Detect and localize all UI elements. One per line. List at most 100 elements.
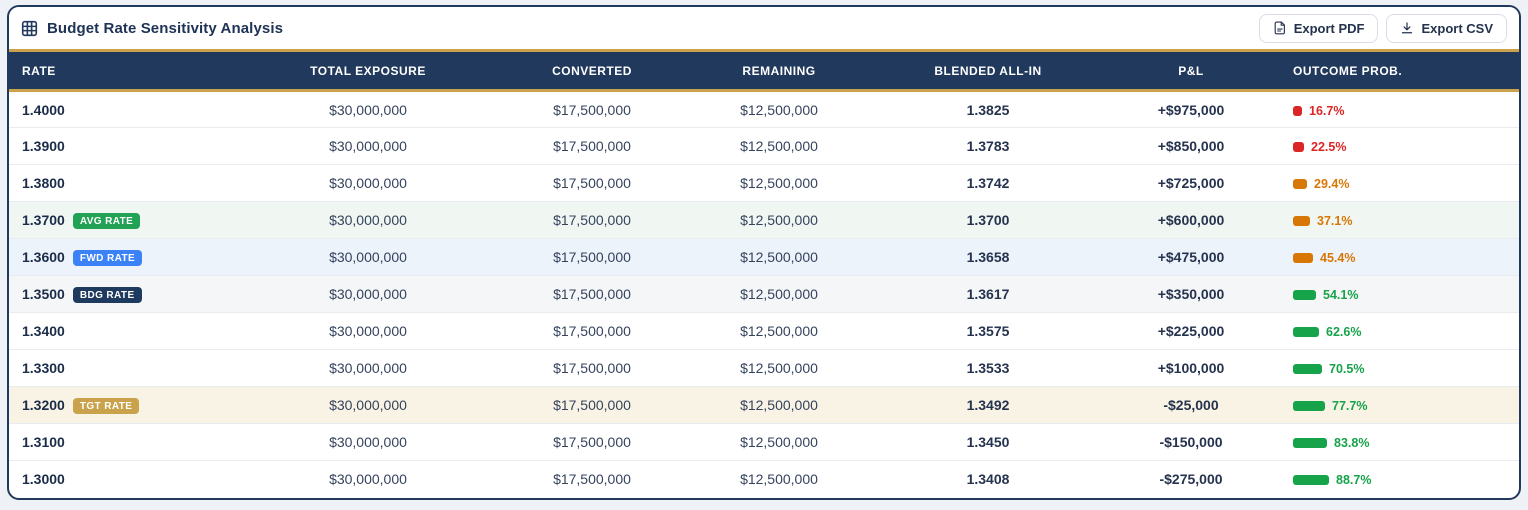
total-exposure-cell: $30,000,000 bbox=[249, 238, 487, 276]
table-head: RATE TOTAL EXPOSURE CONVERTED REMAINING BLEN… bbox=[9, 49, 1519, 92]
outcome-prob-value: 29.4% bbox=[1314, 177, 1350, 191]
export-actions: Export PDF Export CSV bbox=[1258, 13, 1507, 43]
tgt-rate-badge: TGT RATE bbox=[72, 397, 140, 414]
total-exposure-cell: $30,000,000 bbox=[249, 461, 487, 498]
pnl-value: +$850,000 bbox=[1157, 138, 1225, 154]
remaining-value: $12,500,000 bbox=[740, 471, 818, 488]
table-row: 1.3600 FWD RATE $30,000,000 $17,500,000 $12,… bbox=[9, 238, 1519, 276]
pnl-cell: +$850,000 bbox=[1115, 127, 1267, 165]
outcome-prob-cell: 54.1% bbox=[1267, 275, 1519, 313]
column-header-3: CONVERTED bbox=[487, 49, 697, 92]
column-header-5: BLENDED ALL-IN bbox=[861, 49, 1115, 92]
pnl-cell: +$100,000 bbox=[1115, 349, 1267, 387]
blended-all-in-cell: 1.3533 bbox=[861, 349, 1115, 387]
total-exposure-value: $30,000,000 bbox=[329, 434, 407, 450]
outcome-prob-value: 77.7% bbox=[1332, 399, 1368, 413]
pnl-value: +$225,000 bbox=[1157, 323, 1225, 339]
table-row: 1.3700 AVG RATE $30,000,000 $17,500,000 $12,… bbox=[9, 201, 1519, 239]
total-exposure-cell: $30,000,000 bbox=[249, 275, 487, 313]
column-header-6: P&L bbox=[1115, 49, 1267, 92]
total-exposure-cell: $30,000,000 bbox=[249, 312, 487, 350]
converted-value: $17,500,000 bbox=[553, 175, 631, 191]
table-body: 1.4000 $30,000,000 $17,500,000 $12,500,000 1… bbox=[9, 90, 1519, 498]
remaining-value: $12,500,000 bbox=[740, 286, 818, 302]
pnl-cell: -$275,000 bbox=[1115, 461, 1267, 498]
converted-cell: $17,500,000 bbox=[487, 461, 697, 498]
converted-value: $17,500,000 bbox=[553, 397, 631, 413]
outcome-prob-bar bbox=[1293, 142, 1304, 152]
bdg-rate-badge: BDG RATE bbox=[72, 286, 142, 303]
blended-all-in-cell: 1.3783 bbox=[861, 127, 1115, 165]
converted-cell: $17,500,000 bbox=[487, 423, 697, 461]
outcome-prob-cell: 22.5% bbox=[1267, 127, 1519, 165]
total-exposure-value: $30,000,000 bbox=[329, 397, 407, 413]
total-exposure-value: $30,000,000 bbox=[329, 212, 407, 228]
column-header-4: REMAINING bbox=[697, 49, 861, 92]
pnl-value: +$600,000 bbox=[1157, 212, 1225, 228]
outcome-prob-bar bbox=[1293, 401, 1325, 411]
blended-all-in-cell: 1.3492 bbox=[861, 386, 1115, 424]
pnl-value: +$350,000 bbox=[1157, 286, 1225, 302]
remaining-cell: $12,500,000 bbox=[697, 312, 861, 350]
total-exposure-cell: $30,000,000 bbox=[249, 127, 487, 165]
converted-cell: $17,500,000 bbox=[487, 201, 697, 239]
rate-value: 1.4000 bbox=[22, 101, 65, 118]
avg-rate-badge: AVG RATE bbox=[72, 212, 141, 229]
rate-value: 1.3900 bbox=[22, 138, 65, 154]
pnl-cell: +$600,000 bbox=[1115, 201, 1267, 239]
outcome-prob-cell: 37.1% bbox=[1267, 201, 1519, 239]
rate-cell: 1.4000 bbox=[9, 90, 249, 128]
export-pdf-button[interactable]: Export PDF bbox=[1258, 13, 1379, 43]
rate-value: 1.3600 bbox=[22, 248, 65, 265]
rate-cell: 1.3600 FWD RATE bbox=[9, 238, 249, 276]
total-exposure-cell: $30,000,000 bbox=[249, 90, 487, 128]
remaining-cell: $12,500,000 bbox=[697, 461, 861, 498]
blended-all-in-cell: 1.3742 bbox=[861, 164, 1115, 202]
total-exposure-value: $30,000,000 bbox=[329, 249, 407, 265]
remaining-value: $12,500,000 bbox=[740, 101, 818, 118]
remaining-value: $12,500,000 bbox=[740, 323, 818, 339]
outcome-prob-value: 45.4% bbox=[1320, 251, 1356, 265]
outcome-prob-bar bbox=[1293, 216, 1310, 226]
table-row: 1.3200 TGT RATE $30,000,000 $17,500,000 $12,… bbox=[9, 386, 1519, 424]
outcome-prob-cell: 45.4% bbox=[1267, 238, 1519, 276]
rate-cell: 1.3800 bbox=[9, 164, 249, 202]
outcome-prob-value: 70.5% bbox=[1329, 362, 1365, 376]
export-csv-button[interactable]: Export CSV bbox=[1386, 13, 1507, 43]
pnl-cell: +$725,000 bbox=[1115, 164, 1267, 202]
total-exposure-value: $30,000,000 bbox=[329, 101, 407, 118]
table-grid-icon bbox=[21, 20, 38, 37]
remaining-value: $12,500,000 bbox=[740, 434, 818, 450]
column-header-2: TOTAL EXPOSURE bbox=[249, 49, 487, 92]
pnl-value: -$25,000 bbox=[1163, 397, 1219, 413]
converted-value: $17,500,000 bbox=[553, 138, 631, 154]
blended-all-in-cell: 1.3700 bbox=[861, 201, 1115, 239]
fwd-rate-badge: FWD RATE bbox=[72, 249, 143, 266]
pnl-cell: -$25,000 bbox=[1115, 386, 1267, 424]
converted-cell: $17,500,000 bbox=[487, 90, 697, 128]
column-header-7: OUTCOME PROB. bbox=[1267, 49, 1519, 92]
pnl-cell: +$225,000 bbox=[1115, 312, 1267, 350]
outcome-prob-bar bbox=[1293, 290, 1316, 300]
remaining-cell: $12,500,000 bbox=[697, 423, 861, 461]
remaining-cell: $12,500,000 bbox=[697, 275, 861, 313]
rate-value: 1.3200 bbox=[22, 396, 65, 413]
converted-cell: $17,500,000 bbox=[487, 275, 697, 313]
remaining-value: $12,500,000 bbox=[740, 175, 818, 191]
total-exposure-value: $30,000,000 bbox=[329, 360, 407, 376]
converted-value: $17,500,000 bbox=[553, 323, 631, 339]
table-row: 1.3900 $30,000,000 $17,500,000 $12,500,000 1… bbox=[9, 127, 1519, 165]
outcome-prob-cell: 29.4% bbox=[1267, 164, 1519, 202]
rate-value: 1.3400 bbox=[22, 323, 65, 339]
converted-value: $17,500,000 bbox=[553, 471, 631, 488]
blended-all-in-cell: 1.3408 bbox=[861, 461, 1115, 498]
rate-value: 1.3500 bbox=[22, 285, 65, 302]
blended-all-in-value: 1.3825 bbox=[966, 101, 1010, 118]
table-row: 1.3500 BDG RATE $30,000,000 $17,500,000 $12,… bbox=[9, 275, 1519, 313]
blended-all-in-value: 1.3658 bbox=[966, 249, 1010, 265]
outcome-prob-cell: 88.7% bbox=[1267, 461, 1519, 498]
total-exposure-value: $30,000,000 bbox=[329, 471, 407, 488]
blended-all-in-cell: 1.3658 bbox=[861, 238, 1115, 276]
blended-all-in-value: 1.3617 bbox=[966, 286, 1010, 302]
